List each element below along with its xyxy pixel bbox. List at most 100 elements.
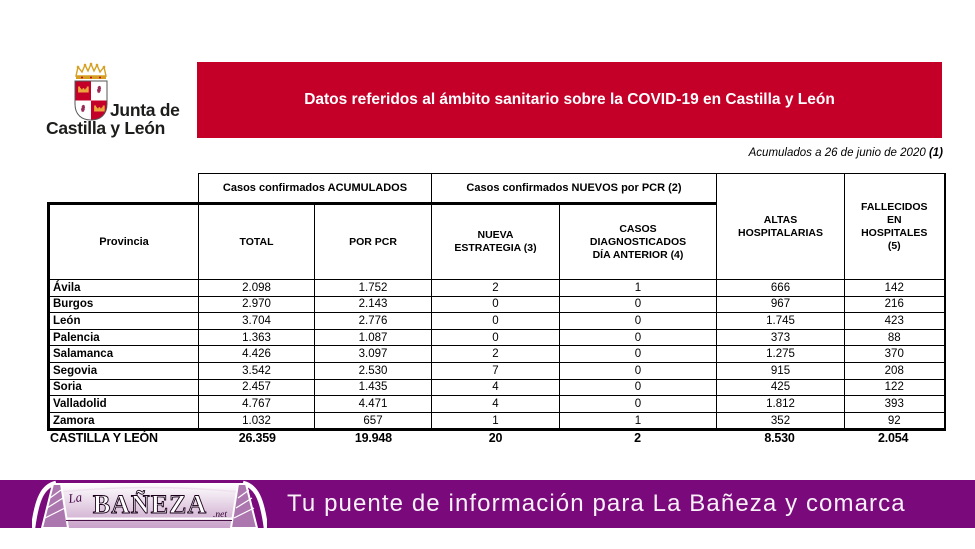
- table-row-soria: Soria 2.457 1.435 4 0 425 122: [47, 378, 946, 397]
- cell-pcr: 4.471: [314, 395, 432, 413]
- cell-fallecidos: 92: [844, 411, 946, 432]
- labaneza-logo-prefix: La: [66, 489, 83, 506]
- cell-altas: 1.275: [716, 345, 845, 363]
- cell-provincia: Soria: [47, 378, 199, 397]
- cell-nueva: 4: [431, 395, 560, 413]
- labaneza-logo: La BAÑEZA .net: [32, 480, 267, 528]
- col-header-por-pcr: POR PCR: [314, 202, 432, 280]
- junta-logo-line1: Junta de: [110, 100, 180, 120]
- cell-nueva: 0: [431, 328, 560, 347]
- table-row-leon: León 3.704 2.776 0 0 1.745 423: [47, 312, 946, 330]
- covid-data-table: Casos confirmados ACUMULADOS Casos confi…: [47, 173, 946, 432]
- col-header-casos-diagnosticados: CASOS DIAGNOSTICADOS DÍA ANTERIOR (4): [559, 202, 717, 280]
- cell-diag: 0: [559, 378, 717, 397]
- cell-altas: 1.812: [716, 395, 845, 413]
- cell-diag: 0: [559, 295, 717, 314]
- cell-pcr: 2.776: [314, 312, 432, 330]
- cell-provincia: Segovia: [47, 361, 199, 380]
- junta-coat-of-arms-icon: [74, 62, 108, 121]
- cell-provincia: Zamora: [47, 411, 199, 432]
- cell-provincia: Valladolid: [47, 395, 199, 413]
- cell-diag: 0: [559, 345, 717, 363]
- cell-fallecidos: 393: [844, 395, 946, 413]
- cell-diag: 0: [559, 328, 717, 347]
- table-row-valladolid: Valladolid 4.767 4.471 4 0 1.812 393: [47, 395, 946, 413]
- cell-nueva: 2: [431, 345, 560, 363]
- table-row-palencia: Palencia 1.363 1.087 0 0 373 88: [47, 328, 946, 347]
- totals-diag: 2: [634, 431, 641, 445]
- cell-fallecidos: 216: [844, 295, 946, 314]
- cell-fallecidos: 88: [844, 328, 946, 347]
- junta-logo: Junta de Castilla y León: [46, 56, 206, 140]
- title-banner: Datos referidos al ámbito sanitario sobr…: [197, 62, 942, 138]
- cell-altas: 666: [716, 279, 845, 297]
- col-header-fallecidos: FALLECIDOS EN HOSPITALES (5): [844, 173, 946, 280]
- accumulated-date-note: Acumulados a 26 de junio de 2020 (1): [749, 147, 943, 159]
- cell-pcr: 1.435: [314, 378, 432, 397]
- cell-provincia: Burgos: [47, 295, 199, 314]
- cell-fallecidos: 142: [844, 279, 946, 297]
- group-header-acumulados: Casos confirmados ACUMULADOS: [198, 173, 432, 204]
- cell-nueva: 4: [431, 378, 560, 397]
- cell-provincia: Salamanca: [47, 345, 199, 363]
- junta-logo-line2: Castilla y León: [46, 118, 166, 138]
- col-header-provincia: Provincia: [47, 202, 199, 280]
- cell-total: 4.767: [198, 395, 315, 413]
- table-row-segovia: Segovia 3.542 2.530 7 0 915 208: [47, 361, 946, 380]
- cell-altas: 425: [716, 378, 845, 397]
- cell-pcr: 657: [314, 411, 432, 432]
- cell-fallecidos: 208: [844, 361, 946, 380]
- cell-total: 2.457: [198, 378, 315, 397]
- cell-nueva: 0: [431, 312, 560, 330]
- cell-total: 4.426: [198, 345, 315, 363]
- cell-nueva: 7: [431, 361, 560, 380]
- cell-nueva: 0: [431, 295, 560, 314]
- cell-diag: 0: [559, 312, 717, 330]
- totals-pcr: 19.948: [354, 431, 392, 445]
- cell-pcr: 1.752: [314, 279, 432, 297]
- cell-pcr: 1.087: [314, 328, 432, 347]
- cell-nueva: 2: [431, 279, 560, 297]
- totals-altas: 8.530: [764, 431, 795, 445]
- table-row-burgos: Burgos 2.970 2.143 0 0 967 216: [47, 295, 946, 314]
- accumulated-date-footnote: (1): [928, 147, 943, 159]
- cell-provincia: Ávila: [47, 279, 199, 297]
- cell-diag: 1: [559, 411, 717, 432]
- cell-altas: 352: [716, 411, 845, 432]
- accumulated-date-text: Acumulados a 26 de junio de 2020: [748, 147, 926, 159]
- cell-total: 2.970: [198, 295, 315, 314]
- footer-banner: La BAÑEZA .net Tu puente de información …: [0, 480, 975, 528]
- table-row-salamanca: Salamanca 4.426 3.097 2 0 1.275 370: [47, 345, 946, 363]
- cell-pcr: 2.530: [314, 361, 432, 380]
- cell-pcr: 3.097: [314, 345, 432, 363]
- cell-total: 3.542: [198, 361, 315, 380]
- cell-diag: 0: [559, 395, 717, 413]
- labaneza-logo-name: BAÑEZA: [93, 490, 207, 519]
- totals-nueva: 20: [488, 431, 503, 445]
- cell-nueva: 1: [431, 411, 560, 432]
- cell-pcr: 2.143: [314, 295, 432, 314]
- cell-total: 3.704: [198, 312, 315, 330]
- cell-altas: 915: [716, 361, 845, 380]
- page-title: Datos referidos al ámbito sanitario sobr…: [304, 91, 835, 108]
- cell-fallecidos: 423: [844, 312, 946, 330]
- labaneza-logo-suffix: .net: [213, 510, 227, 520]
- cell-total: 2.098: [198, 279, 315, 297]
- totals-row: CASTILLA Y LEÓN 26.359 19.948 20 2 8.530…: [47, 431, 943, 445]
- cell-total: 1.363: [198, 328, 315, 347]
- cell-provincia: León: [47, 312, 199, 330]
- cell-fallecidos: 122: [844, 378, 946, 397]
- totals-fallecidos: 2.054: [878, 431, 909, 445]
- col-header-total: TOTAL: [198, 202, 315, 280]
- cell-altas: 967: [716, 295, 845, 314]
- cell-provincia: Palencia: [47, 328, 199, 347]
- totals-label: CASTILLA Y LEÓN: [50, 431, 158, 445]
- cell-diag: 1: [559, 279, 717, 297]
- group-header-nuevos-pcr: Casos confirmados NUEVOS por PCR (2): [431, 173, 717, 204]
- cell-altas: 373: [716, 328, 845, 347]
- cell-diag: 0: [559, 361, 717, 380]
- table-corner-spacer: [48, 173, 199, 204]
- table-row-avila: Ávila 2.098 1.752 2 1 666 142: [47, 279, 946, 297]
- table-row-zamora: Zamora 1.032 657 1 1 352 92: [47, 411, 946, 432]
- totals-total: 26.359: [238, 431, 276, 445]
